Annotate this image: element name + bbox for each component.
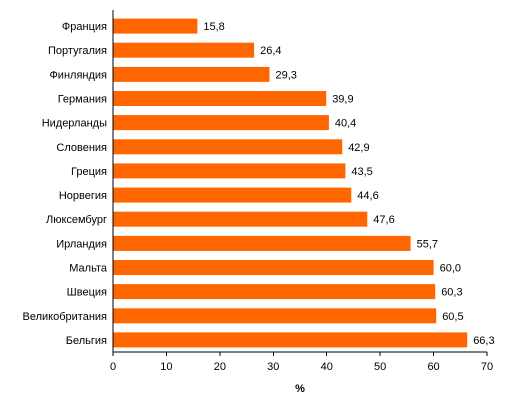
bar [113, 235, 411, 251]
value-label: 15,8 [203, 21, 224, 33]
value-label: 39,9 [332, 94, 353, 106]
bar [113, 42, 255, 58]
value-label: 40,4 [335, 118, 356, 130]
value-label: 66,3 [473, 335, 494, 347]
value-labels: 15,8 26,4 29,3 39,9 40,4 42,9 43,5 44,6 47,6 55,7… [203, 21, 494, 347]
category-label: Словения [56, 142, 107, 154]
value-label: 26,4 [260, 45, 281, 57]
x-tick-label: 60 [427, 361, 439, 373]
bar [113, 139, 343, 155]
x-tick-label: 20 [214, 361, 226, 373]
x-tick-label: 40 [321, 361, 333, 373]
category-label: Мальта [69, 263, 108, 275]
category-label: Финляндия [49, 69, 107, 81]
bar [113, 308, 437, 324]
value-label: 44,6 [357, 190, 378, 202]
category-label: Португалия [48, 45, 107, 57]
category-label: Франция [62, 21, 107, 33]
x-axis-ticks: 0 10 20 30 40 50 60 70 [110, 352, 493, 373]
category-label: Бельгия [66, 335, 107, 347]
bar [113, 91, 327, 106]
category-label: Швеция [67, 287, 107, 299]
category-label: Норвегия [59, 190, 107, 202]
category-label: Греция [71, 166, 107, 178]
x-tick-label: 30 [267, 361, 279, 373]
value-label: 42,9 [348, 142, 369, 154]
bar [113, 187, 352, 203]
x-axis-title: % [295, 383, 305, 395]
category-label: Люксембург [46, 214, 107, 226]
bar [113, 66, 270, 82]
bar [113, 115, 329, 131]
x-tick-label: 10 [160, 361, 172, 373]
value-label: 29,3 [276, 69, 297, 81]
x-tick-label: 0 [110, 361, 116, 373]
x-tick-label: 50 [374, 361, 386, 373]
bar [113, 260, 434, 275]
category-label: Нидерланды [42, 118, 107, 130]
value-label: 47,6 [373, 214, 394, 226]
category-label: Германия [58, 94, 107, 106]
value-label: 60,0 [440, 263, 461, 275]
x-tick-label: 70 [481, 361, 493, 373]
bar [113, 163, 346, 179]
value-label: 43,5 [351, 166, 372, 178]
value-label: 60,5 [442, 311, 463, 323]
category-label: Ирландия [56, 238, 107, 250]
value-label: 55,7 [417, 238, 438, 250]
bar [113, 332, 468, 348]
bar [113, 211, 368, 227]
bar [113, 18, 198, 34]
category-label: Великобритания [23, 311, 108, 323]
value-label: 60,3 [441, 287, 462, 299]
category-labels: Франция Португалия Финляндия Германия Нидерл… [23, 21, 108, 347]
bars-group [113, 18, 468, 348]
bar [113, 284, 436, 300]
